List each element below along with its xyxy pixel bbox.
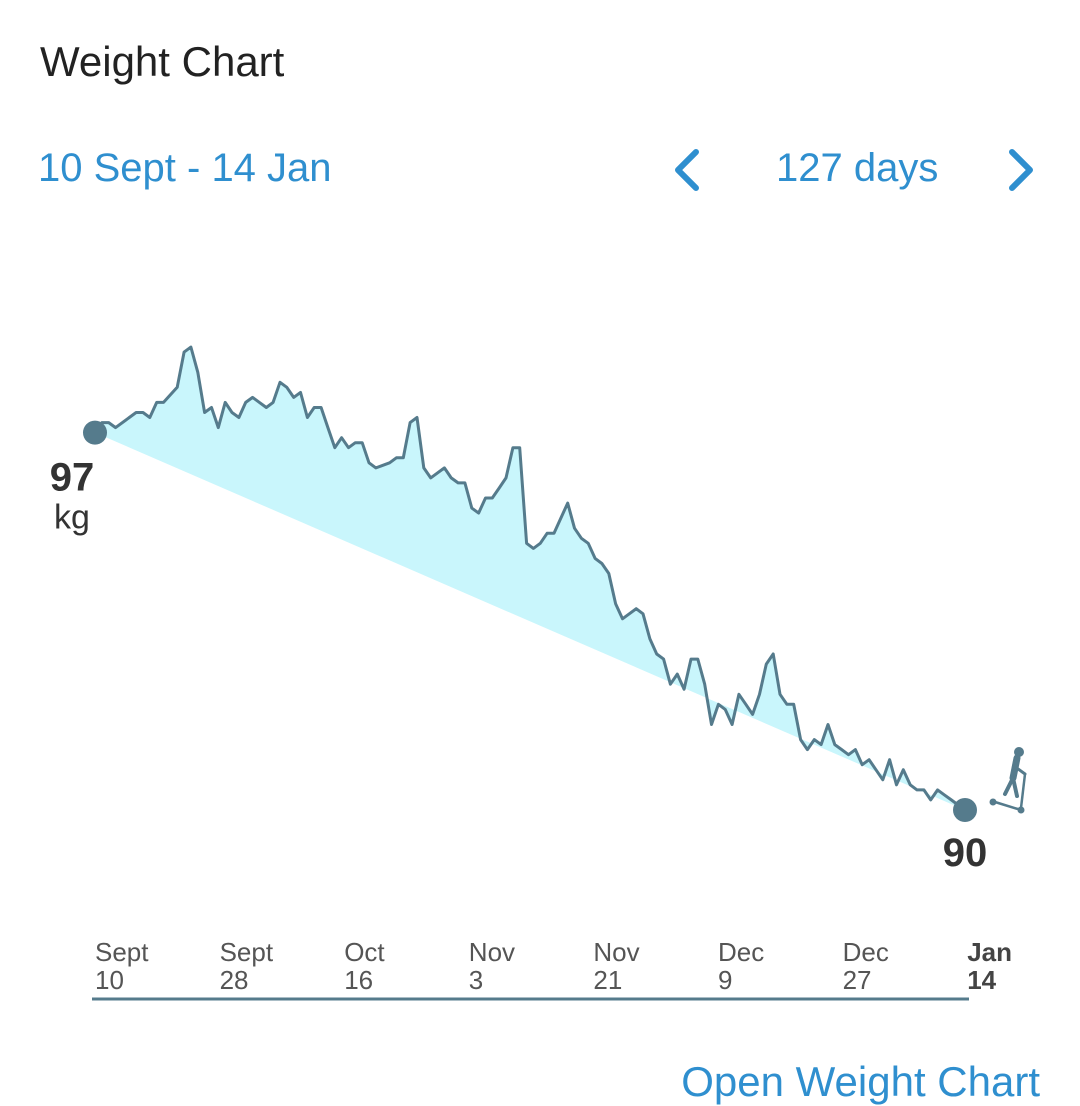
- start-point: [83, 420, 107, 445]
- x-tick-day: 9: [718, 965, 732, 995]
- chevron-left-icon: [675, 149, 699, 191]
- weight-chart: 97kg90Sept10Sept28Oct16Nov3Nov21Dec9Dec2…: [50, 345, 1027, 1001]
- end-point: [953, 798, 977, 822]
- next-period-button[interactable]: [1000, 146, 1040, 194]
- x-tick-month: Dec: [843, 937, 889, 967]
- weight-line: [93, 345, 966, 812]
- elliptical-trainer-icon: [989, 747, 1027, 814]
- period-length: 127 days: [776, 146, 939, 190]
- x-tick-day: 27: [843, 965, 872, 995]
- start-unit-label: kg: [54, 499, 90, 537]
- x-tick-month: Sept: [220, 937, 274, 967]
- x-tick-day: 28: [220, 965, 249, 995]
- date-range[interactable]: 10 Sept - 14 Jan: [38, 146, 332, 190]
- x-tick-day: 14: [967, 965, 996, 995]
- x-tick-month: Nov: [593, 937, 639, 967]
- x-tick-day: 3: [469, 965, 483, 995]
- end-value-label: 90: [943, 831, 988, 875]
- open-weight-chart-link[interactable]: Open Weight Chart: [681, 1058, 1040, 1105]
- x-tick-month: Dec: [718, 937, 764, 967]
- x-tick-month: Jan: [967, 937, 1012, 967]
- chevron-right-icon: [1009, 149, 1033, 191]
- start-value-label: 97: [50, 456, 95, 500]
- x-tick-day: 16: [344, 965, 373, 995]
- x-tick-month: Sept: [95, 937, 149, 967]
- x-tick-month: Oct: [344, 937, 385, 967]
- page-title: Weight Chart: [40, 38, 285, 85]
- x-tick-day: 21: [593, 965, 622, 995]
- weight-area: [95, 347, 965, 810]
- x-tick-day: 10: [95, 965, 124, 995]
- prev-period-button[interactable]: [668, 146, 708, 194]
- x-tick-month: Nov: [469, 937, 515, 967]
